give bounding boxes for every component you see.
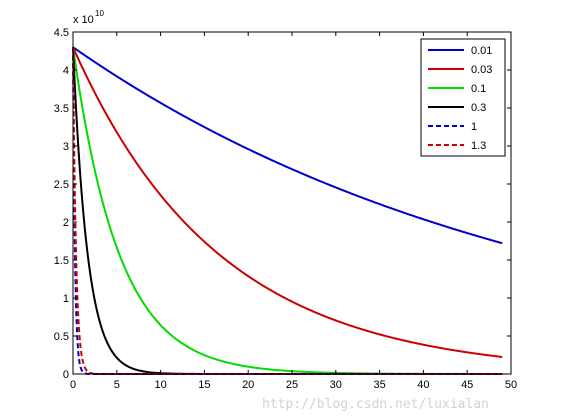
y-tick-label: 2.5 [54,179,69,191]
x-tick-label: 45 [461,379,473,391]
y-scale-exponent-base: x 10 [73,14,94,26]
y-tick-label: 3.5 [54,103,69,115]
y-tick-label: 3 [63,141,69,153]
y-tick-label: 0 [63,369,69,381]
y-tick-label: 1.5 [54,255,69,267]
legend-box [420,38,506,157]
x-tick-label: 15 [198,379,210,391]
legend-entries: 0.01 0.03 0.1 0.3 1 1.3 [428,45,492,152]
legend-label: 0.01 [471,45,492,57]
y-tick-label: 4.5 [54,27,69,39]
x-tick-label: 35 [373,379,385,391]
y-scale-exponent: x 10 10 [73,9,104,26]
x-tick-label: 20 [242,379,254,391]
watermark-text: http://blog.csdn.net/luxialan [262,397,489,412]
legend-label: 1 [471,121,477,133]
series-line-0-03 [72,46,503,358]
legend-label: 1.3 [471,140,486,152]
x-tick-label: 50 [505,379,517,391]
x-axis: 0 5 10 15 20 25 30 35 40 45 50 [70,32,517,391]
legend-label: 0.03 [471,64,492,76]
y-scale-exponent-power: 10 [95,9,104,18]
x-tick-label: 30 [330,379,342,391]
x-tick-label: 40 [417,379,429,391]
y-tick-label: 2 [63,217,69,229]
y-tick-label: 4 [63,65,69,77]
y-axis: 0 0.5 1 1.5 2 2.5 3 3.5 4 4.5 [54,27,511,381]
series-line-0-01 [72,46,503,245]
legend-label: 0.1 [471,83,486,95]
y-tick-label: 1 [63,293,69,305]
x-tick-label: 0 [70,379,76,391]
x-tick-label: 25 [286,379,298,391]
y-tick-label: 0.5 [54,331,69,343]
legend-label: 0.3 [471,102,486,114]
x-tick-label: 10 [154,379,166,391]
x-tick-label: 5 [114,379,120,391]
legend: 0.01 0.03 0.1 0.3 1 1.3 [420,38,506,157]
